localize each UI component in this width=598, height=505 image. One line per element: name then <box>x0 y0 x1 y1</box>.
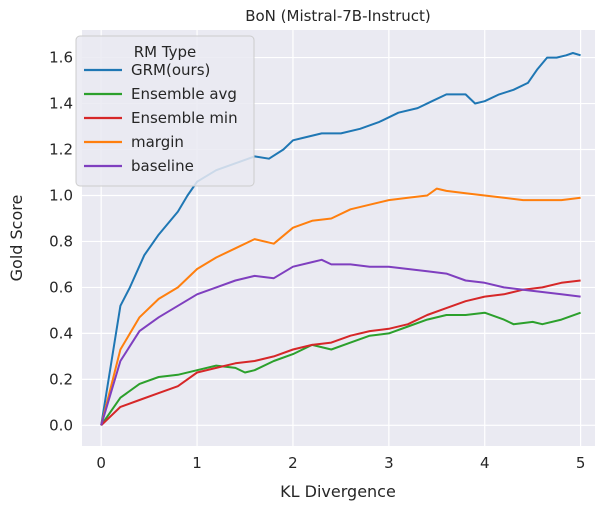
y-tick-label: 1.0 <box>49 186 73 204</box>
x-axis-label: KL Divergence <box>280 482 396 501</box>
legend-entry-label: Ensemble min <box>131 109 238 127</box>
y-tick-label: 0.4 <box>49 324 73 342</box>
y-tick-label: 1.4 <box>49 95 73 113</box>
x-tick-label: 3 <box>384 454 394 472</box>
series-line-1 <box>100 311 581 426</box>
series-line-2 <box>100 279 581 427</box>
tick-labels: 0 1 2 3 4 5 0.0 0.2 0.4 0.6 0.8 1.0 1.2 1.4 1.6 <box>49 49 585 472</box>
y-tick-label: 0.6 <box>49 278 73 296</box>
legend-title: RM Type <box>134 43 197 61</box>
series-lines <box>100 52 581 427</box>
x-tick-label: 4 <box>480 454 490 472</box>
series-line-0 <box>100 52 581 426</box>
x-tick-label: 5 <box>576 454 586 472</box>
y-tick-label: 0.8 <box>49 232 73 250</box>
y-tick-label: 1.2 <box>49 141 73 159</box>
y-tick-label: 1.6 <box>49 49 73 67</box>
x-tick-label: 2 <box>288 454 298 472</box>
legend-entry-label: Ensemble avg <box>131 85 237 103</box>
legend-entry-label: baseline <box>131 157 194 175</box>
series-line-4 <box>100 258 581 426</box>
x-tick-label: 1 <box>192 454 202 472</box>
y-tick-label: 0.0 <box>49 416 73 434</box>
legend-entry-label: margin <box>131 133 184 151</box>
legend-entry-label: GRM(ours) <box>131 61 210 79</box>
legend-box <box>75 35 255 187</box>
y-tick-label: 0.2 <box>49 370 73 388</box>
legend: RM Type GRM(ours) Ensemble avg Ensemble mi… <box>75 35 255 187</box>
chart-title: BoN (Mistral-7B-Instruct) <box>245 7 431 25</box>
y-axis-label: Gold Score <box>7 195 26 282</box>
x-tick-label: 0 <box>96 454 106 472</box>
series-line-3 <box>100 187 581 426</box>
